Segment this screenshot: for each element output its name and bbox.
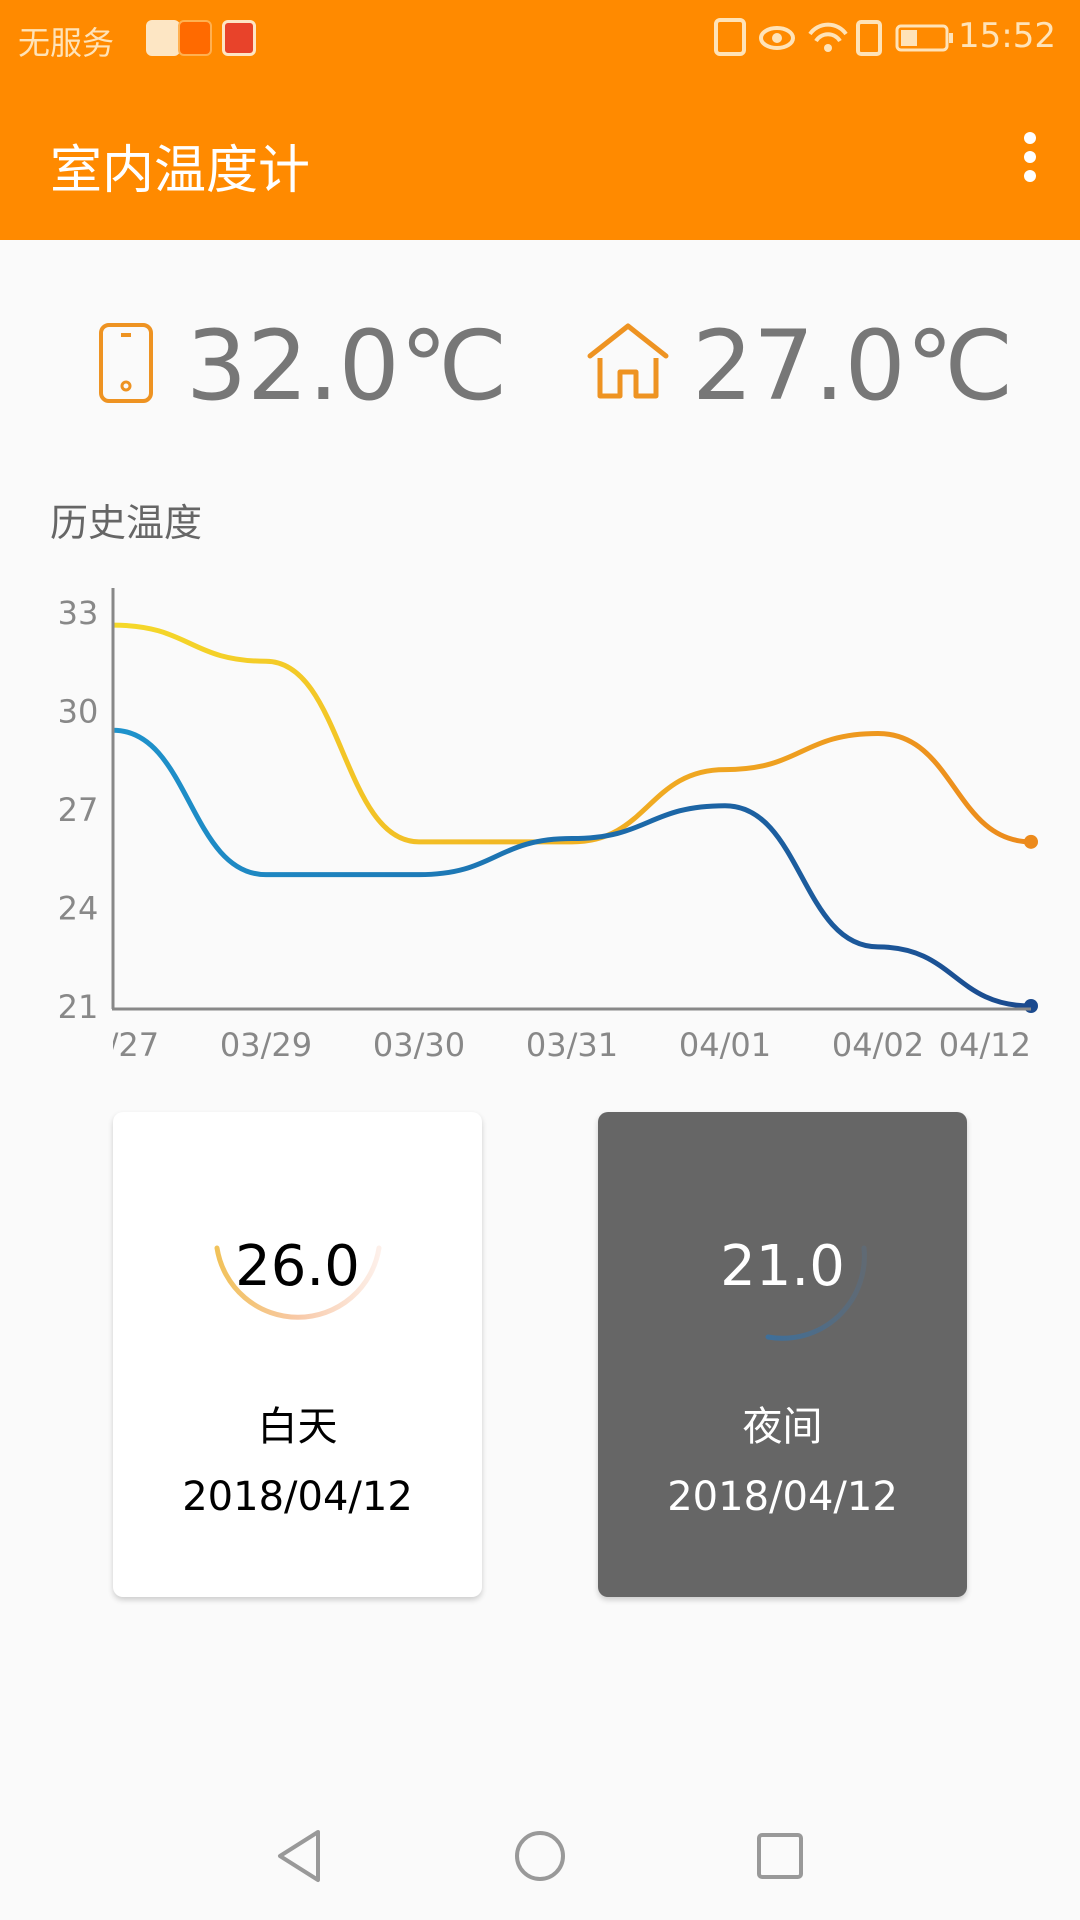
x-tick-label: 03/29 [220,1026,312,1064]
x-tick-label: 04/12 [939,1026,1031,1064]
day-date: 2018/04/12 [182,1474,413,1520]
night-label: 夜间 [742,1404,823,1450]
history-chart[interactable]: 33 30 27 24 21 03/27 03/29 03/30 03/31 04/01 04/0… [0,560,1080,1080]
day-last-point-marker [1024,834,1038,849]
night-date: 2018/04/12 [667,1474,898,1520]
wifi-icon [808,22,848,43]
night-last-point-marker [1024,999,1038,1013]
video-notification-icon [178,20,212,56]
night-progress-arc [765,1245,867,1341]
day-series-line [112,622,1032,845]
x-tick-label: 03/27 [67,1026,159,1064]
night-series-line [112,727,1032,1009]
x-tick-label: 03/31 [526,1026,618,1064]
more-vert-icon[interactable] [1022,132,1038,182]
nfc-icon [714,18,746,56]
baidu-map-notification-icon [146,20,180,56]
page-title: 室内温度计 [50,141,311,201]
battery-icon [895,24,949,52]
phone-icon [99,323,153,403]
y-tick-label: 33 [58,594,99,632]
home-button[interactable] [510,1826,570,1886]
night-card[interactable]: 21.0 夜间 2018/04/12 [598,1112,967,1597]
day-card[interactable]: 26.0 白天 2018/04/12 [113,1112,482,1597]
phone-temperature: 32.0℃ [186,310,508,422]
sim-alert-icon [856,20,882,56]
status-icons [714,18,953,56]
status-bar: 无服务 15:52 [0,0,1080,76]
app-bar: 无服务 15:52 室内温度计 [0,0,1080,240]
back-button[interactable] [270,1826,330,1886]
home-temperature: 27.0℃ [692,310,1014,422]
x-tick-label: 04/01 [679,1026,771,1064]
day-progress-arc [214,1245,382,1320]
x-tick-label: 04/02 [832,1026,924,1064]
y-tick-label: 21 [58,988,99,1026]
home-icon [587,323,669,399]
x-tick-label: 03/30 [373,1026,465,1064]
day-label: 白天 [257,1404,338,1450]
y-tick-label: 30 [58,693,99,731]
carrier-text: 无服务 [18,24,115,62]
night-value: 21.0 [720,1234,845,1299]
toutiao-notification-icon [222,20,256,56]
recents-button[interactable] [750,1826,810,1886]
clock: 15:52 [958,16,1056,56]
day-value: 26.0 [235,1234,360,1299]
y-tick-label: 24 [58,890,99,928]
history-title: 历史温度 [50,501,203,545]
eye-comfort-icon [759,26,795,50]
y-tick-label: 27 [58,791,99,829]
